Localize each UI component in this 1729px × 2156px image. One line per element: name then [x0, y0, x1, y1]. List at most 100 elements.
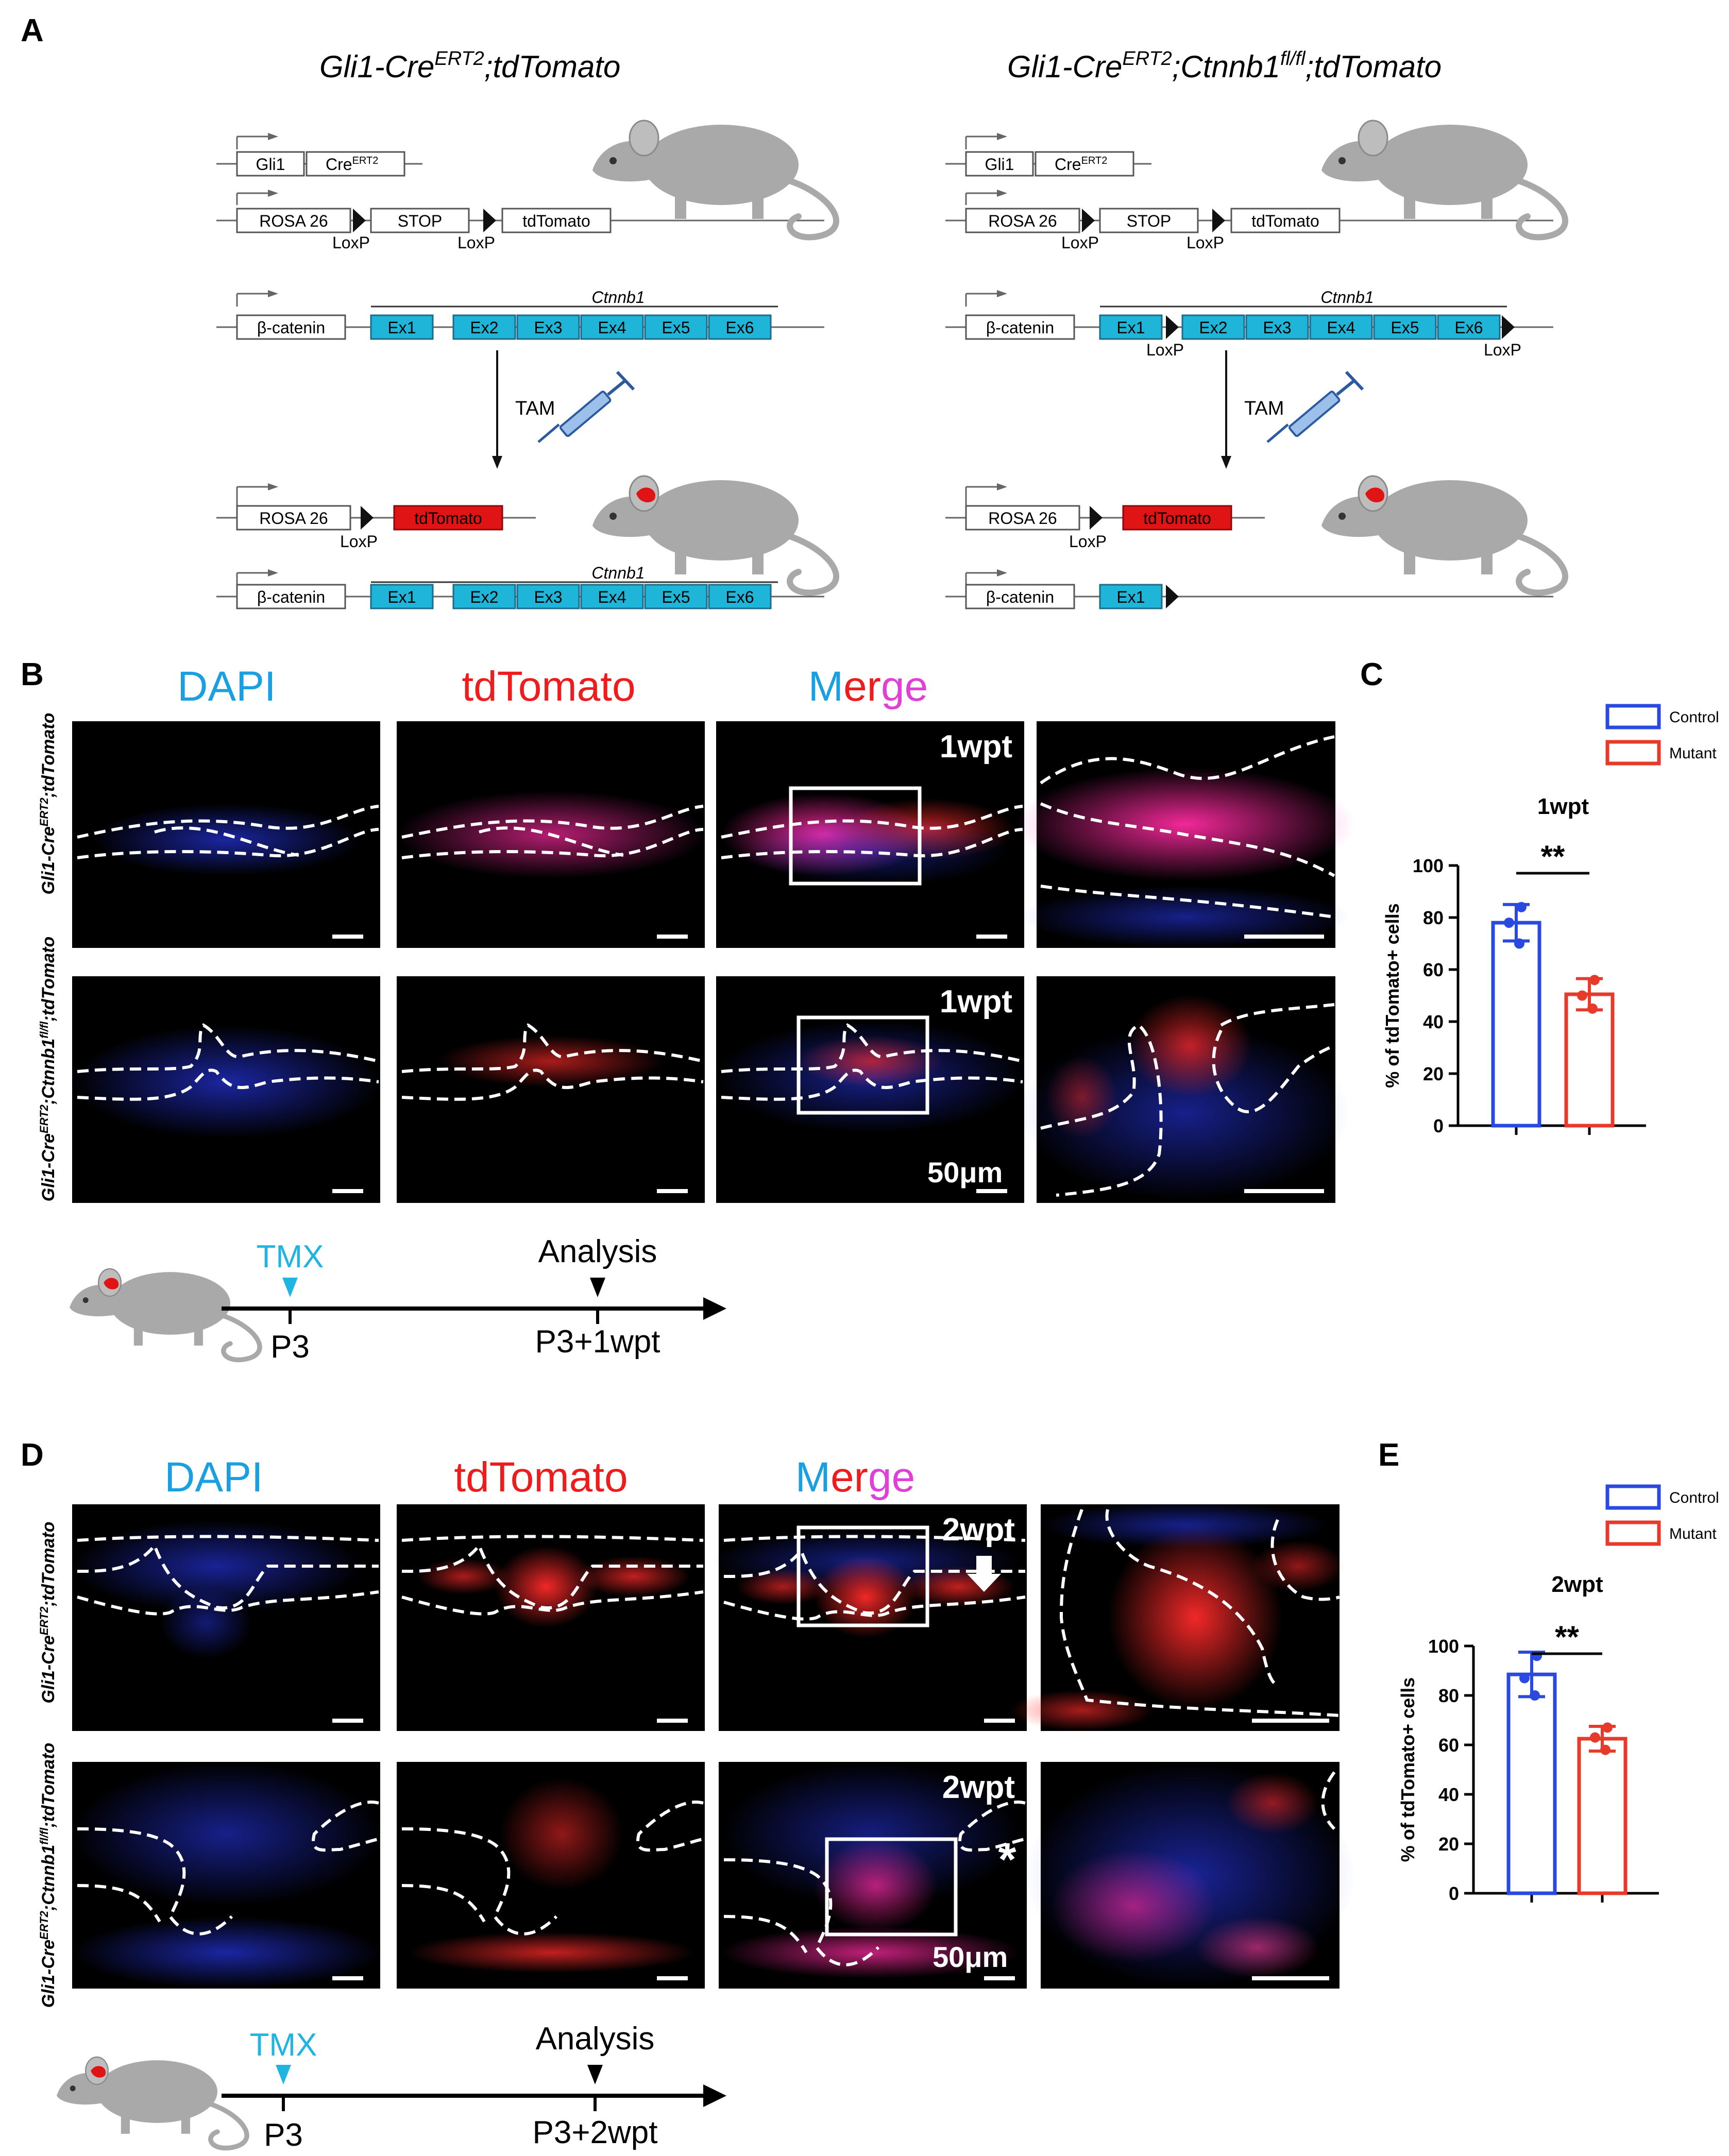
analysis-marker — [590, 1278, 605, 1297]
exon-label: Ex5 — [1391, 318, 1419, 337]
micrograph-b-control-tdtomato — [397, 721, 706, 948]
analysis-marker — [587, 2065, 603, 2084]
header-merge: Merge — [795, 1454, 915, 1501]
bar — [1491, 921, 1541, 1128]
timepoint-label: 1wpt — [940, 729, 1012, 765]
row-label-control: Gli1-CreERT2;tdTomato — [38, 1521, 58, 1703]
legend-label: Control — [1669, 1489, 1719, 1506]
asterisk-label: * — [998, 1834, 1016, 1886]
right-bcatenin-deleted: β-catenin Ex1 — [945, 569, 1553, 609]
tmx-marker — [276, 2065, 291, 2084]
micrograph-b-control-merge: 1wpt — [716, 721, 1024, 948]
data-point — [1532, 1651, 1542, 1661]
header-dapi: DAPI — [164, 1454, 263, 1501]
scale-label: 50μm — [933, 1941, 1008, 1973]
loxp-icon — [1166, 585, 1179, 608]
micrograph-d-control-merge: 2wpt — [711, 1504, 1027, 1731]
bcatenin-label: β-catenin — [986, 318, 1054, 337]
mouse-labeled-icon — [1321, 476, 1565, 592]
y-tick-label: 20 — [1438, 1834, 1459, 1855]
loxp-label: LoxP — [332, 233, 370, 252]
exon-label: Ex5 — [662, 588, 690, 606]
legend-swatch — [1605, 704, 1661, 729]
data-point — [1587, 1003, 1598, 1014]
micrograph-d-mutant-merge: 2wpt * 50μm — [719, 1762, 1027, 1989]
y-tick-label: 80 — [1423, 907, 1444, 928]
timepoint-label: 2wpt — [942, 1770, 1015, 1805]
loxp-icon — [1090, 506, 1103, 530]
y-tick-label: 80 — [1438, 1685, 1459, 1706]
micrograph-b-control-zoom — [1015, 721, 1355, 948]
exon-label: Ex2 — [470, 318, 498, 337]
right-rosa-recombined: ROSA 26 LoxP tdTomato — [945, 483, 1265, 551]
legend-label: Mutant — [1669, 1525, 1717, 1542]
micrograph-d-mutant-dapi — [72, 1762, 381, 1989]
y-tick-label: 20 — [1423, 1063, 1444, 1084]
panel-a-left-title: Gli1-CreERT2;tdTomato — [319, 48, 620, 84]
y-tick-label: 100 — [1413, 855, 1444, 876]
left-rosa-construct: ROSA 26 LoxP STOP LoxP tdTomato — [216, 190, 824, 252]
header-tdtomato: tdTomato — [462, 663, 635, 710]
mouse-labeled-icon — [592, 476, 836, 592]
chart-e: Control Mutant 2wpt 0 20 40 60 80 100 % of tdToma… — [1397, 1484, 1719, 1904]
left-gli1-construct: Gli1 CreERT2 — [216, 133, 422, 177]
exon-label: Ex6 — [725, 588, 754, 606]
bar — [1577, 1737, 1628, 1895]
header-merge: Merge — [808, 663, 928, 710]
arrow-down-icon — [967, 1556, 1001, 1592]
y-tick-label: 0 — [1449, 1883, 1459, 1904]
loxp-icon — [1082, 209, 1095, 232]
ctnnb1-label: Ctnnb1 — [591, 564, 645, 582]
analysis-label: Analysis — [538, 1234, 657, 1269]
rosa26-label: ROSA 26 — [988, 212, 1057, 230]
exon-label: Ex5 — [662, 318, 690, 337]
bar — [1506, 1672, 1557, 1895]
bar — [1564, 992, 1615, 1128]
tmx-label: TMX — [257, 1239, 324, 1275]
loxp-icon — [1166, 315, 1179, 339]
panel-letter-d: D — [21, 1437, 44, 1473]
y-axis-label: % of tdTomato+ cells — [1382, 903, 1403, 1088]
micrograph-b-mutant-merge: 1wpt 50μm — [716, 976, 1025, 1203]
loxp-icon — [361, 506, 374, 530]
analysis-label: Analysis — [536, 2021, 655, 2057]
chart-c: Control Mutant 1wpt 0 20 40 60 80 100 % of tdToma… — [1382, 704, 1719, 1136]
micrograph-b-mutant-dapi — [72, 976, 381, 1203]
loxp-icon — [483, 209, 496, 232]
exon-label: Ex6 — [1454, 318, 1483, 337]
data-point — [1530, 1690, 1540, 1701]
data-point — [1519, 1673, 1530, 1684]
stop-label: STOP — [398, 212, 443, 230]
exon-label: Ex4 — [1327, 318, 1355, 337]
gli1-label: Gli1 — [985, 155, 1014, 174]
tam-label: TAM — [1244, 398, 1284, 419]
bcatenin-label: β-catenin — [986, 588, 1054, 606]
exon-label: Ex1 — [387, 588, 416, 606]
exon-label: Ex3 — [534, 318, 562, 337]
significance-label: ** — [1555, 1620, 1579, 1654]
row-label-mutant: Gli1-CreERT2;Ctnnb1fl/fl;tdTomato — [38, 1743, 58, 2008]
right-rosa-construct: ROSA 26 LoxP STOP LoxP tdTomato — [945, 190, 1553, 252]
cre-label: CreERT2 — [326, 155, 378, 174]
y-tick-label: 100 — [1428, 1636, 1459, 1657]
rosa26-label: ROSA 26 — [259, 509, 328, 528]
cre-label: CreERT2 — [1055, 155, 1107, 174]
exon-label: Ex1 — [387, 318, 416, 337]
exon-label: Ex4 — [598, 588, 626, 606]
micrograph-d-control-zoom — [1010, 1502, 1345, 1731]
tdtomato-label: tdTomato — [1251, 212, 1319, 230]
loxp-label: LoxP — [1484, 341, 1521, 359]
row-label-control: Gli1-CreERT2;tdTomato — [38, 712, 58, 894]
y-tick-label: 60 — [1423, 959, 1444, 980]
data-point — [1514, 938, 1524, 949]
y-tick-label: 40 — [1423, 1011, 1444, 1032]
data-point — [1577, 990, 1587, 1001]
chart-title: 1wpt — [1537, 794, 1589, 819]
exon-label: Ex3 — [534, 588, 562, 606]
end-label: P3+2wpt — [532, 2115, 657, 2150]
micrograph-b-control-dapi — [72, 721, 380, 948]
exon-label: Ex2 — [1199, 318, 1227, 337]
mouse-labeled-icon — [57, 2057, 247, 2148]
loxp-label: LoxP — [457, 233, 495, 252]
